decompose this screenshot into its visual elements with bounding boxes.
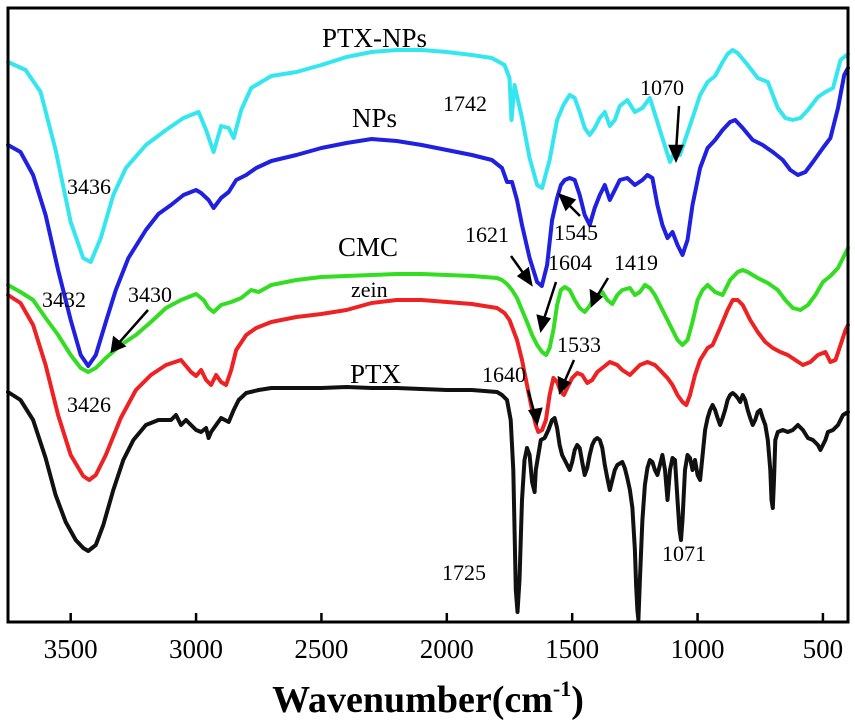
series-label-cmc: CMC	[338, 232, 398, 262]
peak-label-3430: 3430	[128, 282, 172, 307]
trace-nps	[6, 66, 850, 368]
x-tick-label: 500	[803, 634, 844, 664]
series-label-ptx-nps: PTX-NPs	[322, 23, 427, 53]
x-axis-title: Wavenumber(cm-1)	[272, 676, 584, 721]
plot-frame	[6, 6, 850, 624]
annotation-arrows	[110, 105, 684, 427]
arrowhead-1533	[557, 375, 572, 395]
peak-label-1604: 1604	[548, 250, 592, 275]
arrowhead-1070	[668, 144, 684, 164]
arrow-1070	[674, 105, 681, 153]
series-label-ptx: PTX	[350, 359, 402, 389]
peak-label-1419: 1419	[614, 250, 658, 275]
x-tick-label: 2500	[294, 634, 348, 664]
peak-label-1742: 1742	[443, 91, 487, 116]
peak-label-1640: 1640	[482, 362, 526, 387]
trace-ptx	[6, 385, 850, 622]
x-tick-label: 3500	[44, 634, 98, 664]
arrowhead-1621	[516, 266, 533, 287]
x-tick-label: 1000	[671, 634, 725, 664]
peak-label-1545: 1545	[554, 220, 598, 245]
peak-label-3432: 3432	[42, 287, 86, 312]
spectra-traces	[6, 48, 850, 622]
x-tick-label: 2000	[420, 634, 474, 664]
arrowhead-1640	[528, 407, 543, 427]
series-label-zein: zein	[351, 277, 388, 302]
peak-label-1621: 1621	[465, 222, 509, 247]
arrow-1604	[541, 281, 558, 323]
peak-label-3426: 3426	[67, 392, 111, 417]
trace-ptx-nps	[6, 48, 850, 264]
peak-label-1725: 1725	[442, 560, 486, 585]
peak-label-1071: 1071	[662, 541, 706, 566]
series-label-nps: NPs	[352, 103, 397, 133]
x-tick-label: 1500	[545, 634, 599, 664]
peak-label-3436: 3436	[67, 174, 111, 199]
trace-cmc	[6, 246, 850, 374]
arrowhead-1419	[589, 288, 604, 308]
arrow-3430	[116, 309, 149, 346]
trace-zein	[6, 293, 850, 482]
peak-label-1533: 1533	[557, 332, 601, 357]
x-tick-label: 3000	[169, 634, 223, 664]
x-axis: 3500 3000 2500 2000 1500 1000 500	[44, 613, 843, 664]
arrowhead-1604	[536, 314, 552, 333]
peak-label-1070: 1070	[640, 75, 684, 100]
arrowhead-3430	[110, 335, 127, 354]
arrowhead-1545	[557, 192, 577, 212]
